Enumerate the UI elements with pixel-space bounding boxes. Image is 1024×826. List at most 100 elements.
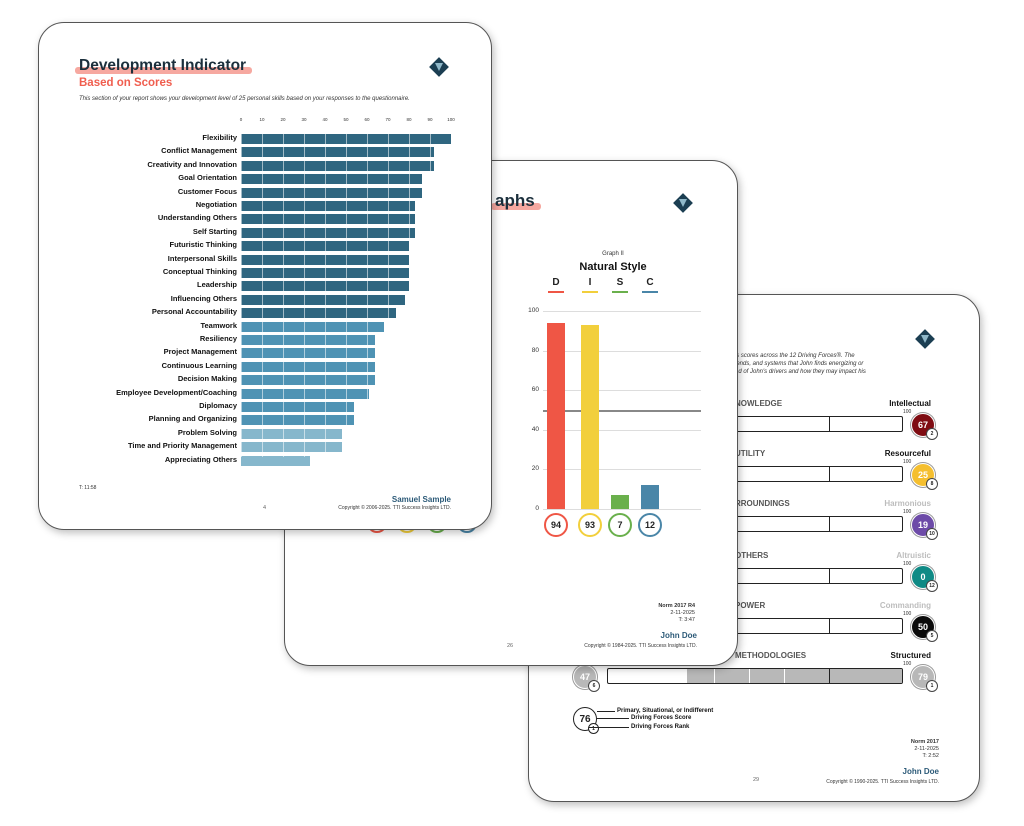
skill-label: Personal Accountability xyxy=(151,307,237,317)
skill-bar xyxy=(241,227,416,238)
chart-gridline xyxy=(543,311,701,312)
driving-force-score-badge: 0 12 xyxy=(911,565,938,592)
bar-tick xyxy=(784,619,786,633)
y-tick-label: 0 xyxy=(535,505,539,512)
skill-bar xyxy=(241,308,397,319)
disc-letter-i: I xyxy=(588,277,592,288)
bar-tick xyxy=(749,517,751,531)
skill-bar xyxy=(241,402,355,412)
y-tick-label: 60 xyxy=(531,386,539,394)
x-tick-label: 80 xyxy=(406,117,412,122)
chart-midline xyxy=(543,410,701,412)
bar-tick xyxy=(749,669,751,683)
chart-gridline xyxy=(451,127,452,457)
skill-label: Decision Making xyxy=(177,374,237,384)
chart-gridline xyxy=(262,127,263,457)
skill-bar xyxy=(241,348,376,359)
x-tick-label: 20 xyxy=(280,117,286,122)
tti-logo-icon xyxy=(673,193,693,213)
chart-gridline xyxy=(543,509,701,510)
disc-bar-c xyxy=(641,485,659,509)
skill-label: Leadership xyxy=(196,280,237,290)
skill-label: Continuous Learning xyxy=(161,360,237,370)
driving-force-left-label: UTILITY xyxy=(735,449,766,458)
driving-force-right-label: Resourceful xyxy=(884,449,931,458)
bar-tick xyxy=(749,467,751,481)
skill-bar xyxy=(241,321,384,332)
skill-label: Flexibility xyxy=(202,133,237,142)
x-tick-label: 10 xyxy=(259,117,265,122)
page-title: Development Indicator xyxy=(75,57,253,75)
scale-max-label: 100 xyxy=(903,459,912,465)
bar-divider xyxy=(828,467,830,481)
skill-label: Resiliency xyxy=(199,334,237,343)
page-title: aphs xyxy=(491,191,541,211)
bar-divider xyxy=(828,569,830,583)
norm-info: Norm 2017 2-11-2025 T: 2:52 xyxy=(910,739,939,759)
copyright: Copyright © 2006-2025. TTI Success Insig… xyxy=(338,505,451,511)
disc-score-d: 94 xyxy=(544,513,568,537)
skill-label: Project Management xyxy=(163,347,237,357)
skill-bar xyxy=(241,160,435,171)
skill-label: Creativity and Innovation xyxy=(147,159,237,169)
bar-tick xyxy=(713,669,715,683)
chart-gridline xyxy=(543,469,701,471)
development-indicator-page: Development Indicator Based on Scores Th… xyxy=(38,22,492,530)
copyright: Copyright © 1984-2025. TTI Success Insig… xyxy=(584,643,697,649)
x-tick-label: 90 xyxy=(427,117,433,122)
skill-label: Customer Focus xyxy=(177,186,237,196)
tti-logo-icon xyxy=(915,329,935,349)
development-indicator-chart: 0 10 20 30 40 50 60 70 80 90 100 Flexibility Conflic… xyxy=(39,117,491,471)
driving-force-score-badge: 25 8 xyxy=(911,463,938,490)
bar-divider xyxy=(828,669,830,683)
driving-force-left-label: NOWLEDGE xyxy=(735,399,783,408)
driving-force-rank: 2 xyxy=(926,428,938,440)
disc-underline-d xyxy=(548,291,564,293)
copyright: Copyright © 1990-2025. TTI Success Insig… xyxy=(826,779,939,785)
legend-line-2: Driving Forces Score xyxy=(631,715,692,721)
page-subtitle: Based on Scores xyxy=(79,77,173,89)
disc-bar-s xyxy=(611,495,629,509)
y-tick-label: 20 xyxy=(531,465,539,473)
chart-gridline xyxy=(430,127,431,457)
skill-bar xyxy=(241,455,311,466)
legend-line-1: Primary, Situational, or Indifferent xyxy=(617,708,714,714)
skill-label: Appreciating Others xyxy=(164,454,237,464)
bar-tick xyxy=(784,517,786,531)
scale-max-label: 100 xyxy=(903,509,912,515)
chart-gridline xyxy=(346,127,347,457)
y-tick-label: 80 xyxy=(531,346,539,354)
skill-label: Problem Solving xyxy=(177,427,237,437)
driving-force-left-rank: 6 xyxy=(588,680,600,692)
skill-bar xyxy=(241,375,376,386)
bar-tick xyxy=(784,467,786,481)
bar-tick xyxy=(784,569,786,583)
skill-bar xyxy=(241,294,405,305)
scale-max-label: 100 xyxy=(903,409,912,415)
tti-logo-icon xyxy=(429,57,449,77)
skill-label: Teamwork xyxy=(200,320,237,330)
x-tick-label: 30 xyxy=(301,117,307,122)
scale-max-label: 100 xyxy=(903,611,912,617)
intro-text: 's scores across the 12 Driving Forces®.… xyxy=(735,353,866,375)
scale-max-label: 100 xyxy=(903,661,912,667)
disc-score-i: 93 xyxy=(578,513,602,537)
x-tick-label: 70 xyxy=(385,117,391,122)
driving-forces-legend: 76 1 Primary, Situational, or Indifferent… xyxy=(573,707,773,747)
report-name: John Doe xyxy=(902,767,939,776)
disc-underline-i xyxy=(582,291,598,293)
page-number: 4 xyxy=(263,505,267,511)
driving-force-right-label: Altruistic xyxy=(896,551,931,560)
x-tick-label: 50 xyxy=(343,117,349,122)
chart-gridline xyxy=(409,127,410,457)
skill-label: Diplomacy xyxy=(199,401,237,410)
disc-score-c: 12 xyxy=(638,513,662,537)
driving-force-rank: 1 xyxy=(926,680,938,692)
disc-letter-s: S xyxy=(616,277,624,288)
bar-tick xyxy=(749,417,751,431)
disc-letter-d: D xyxy=(552,277,560,288)
skill-label: Goal Orientation xyxy=(178,173,237,183)
norm-info: Norm 2017 R4 2-11-2025 T: 3:47 xyxy=(658,603,695,623)
bar-divider xyxy=(828,517,830,531)
skill-bar xyxy=(241,174,422,185)
